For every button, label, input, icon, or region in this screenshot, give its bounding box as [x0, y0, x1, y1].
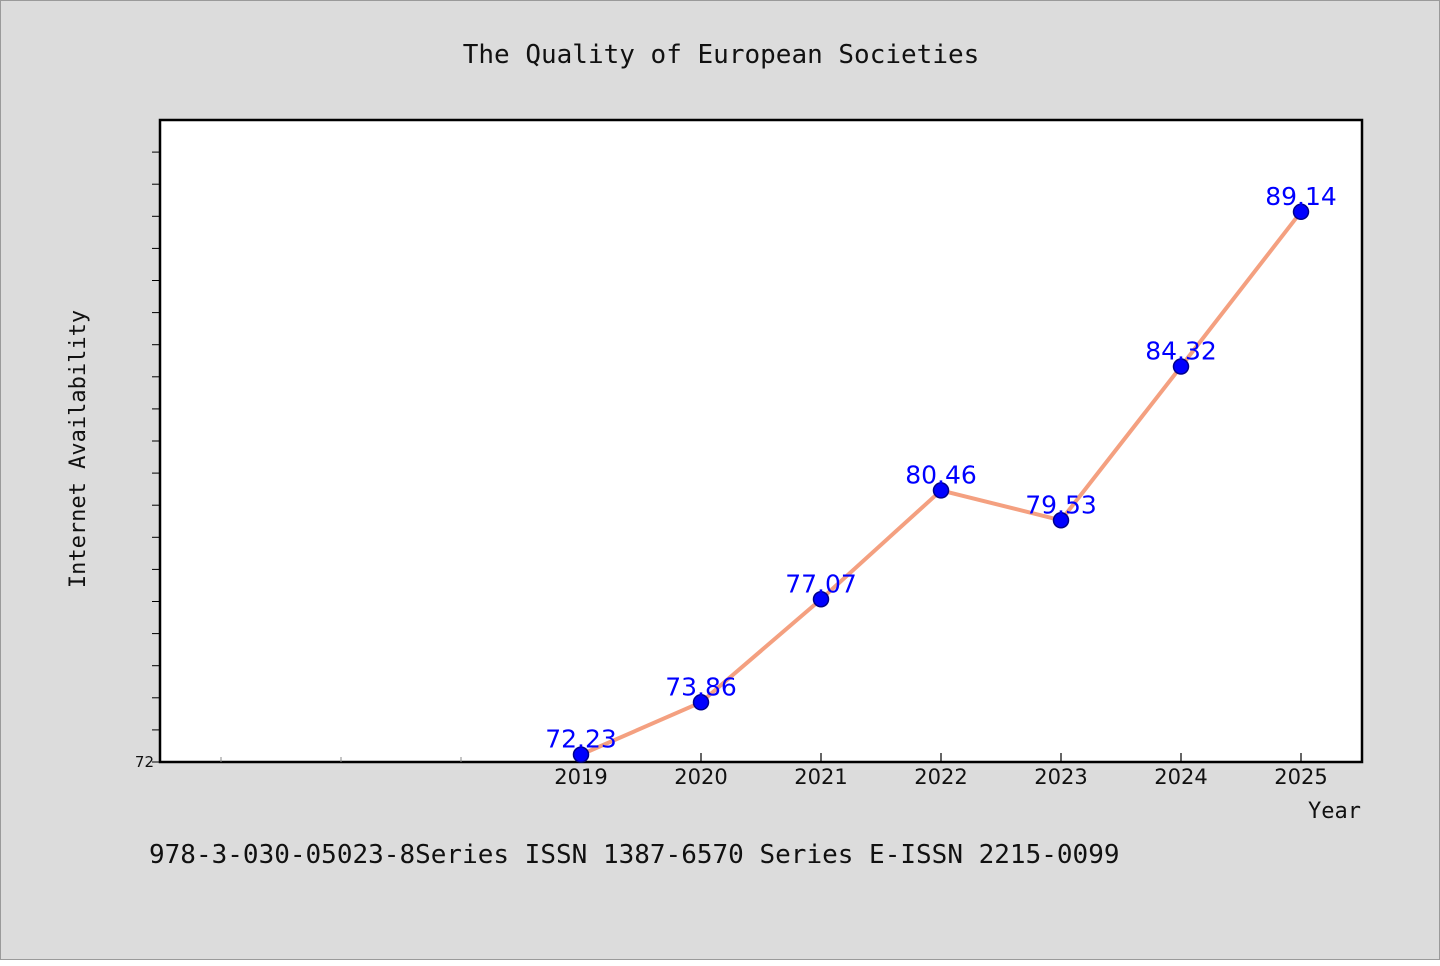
plot-area [158, 118, 1364, 764]
x-axis-minor-ticks [220, 757, 462, 762]
x-axis-label: Year [1308, 799, 1361, 824]
data-point [1052, 512, 1070, 529]
data-label: 72.23 [545, 725, 617, 754]
x-tick-label: 2019 [554, 765, 607, 789]
data-point [692, 694, 710, 711]
footer-text: 978-3-030-05023-8Series ISSN 1387-6570 S… [149, 840, 1120, 870]
data-point [812, 591, 830, 608]
data-point [932, 482, 950, 499]
x-tick-label: 2020 [674, 765, 727, 789]
data-label: 84.32 [1145, 337, 1217, 366]
y-tick-label: 72 [135, 753, 154, 771]
data-label: 80.46 [905, 460, 977, 489]
data-point [1172, 358, 1190, 375]
x-axis-ticks: 2019 2020 2021 2022 2023 2024 2025 [554, 753, 1328, 789]
x-tick-label: 2021 [794, 765, 847, 789]
data-label: 79.53 [1025, 490, 1097, 519]
x-tick-label: 2022 [914, 765, 967, 789]
x-tick-label: 2024 [1154, 765, 1207, 789]
x-tick-label: 2023 [1034, 765, 1087, 789]
data-point [572, 746, 590, 763]
x-tick-label: 2025 [1274, 765, 1327, 789]
data-label: 77.07 [785, 569, 857, 598]
chart-title: The Quality of European Societies [463, 40, 980, 70]
y-axis-label: Internet Availability [66, 310, 91, 588]
y-axis-ticks [152, 151, 160, 763]
series-markers [572, 203, 1310, 763]
data-label: 89.14 [1265, 182, 1337, 211]
data-label: 73.86 [665, 672, 737, 701]
data-labels: 72.23 73.86 77.07 80.46 79.53 84.32 89.14 [545, 182, 1337, 754]
data-point [1292, 203, 1310, 221]
